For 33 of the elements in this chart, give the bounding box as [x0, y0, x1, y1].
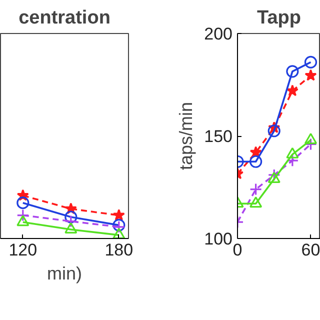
chart-title: centration: [18, 8, 110, 28]
point: [250, 155, 262, 168]
point: [304, 69, 317, 81]
point: [268, 172, 280, 184]
chart-title: Tapp: [257, 8, 301, 28]
x-tick-label: 180: [104, 240, 134, 260]
point: [304, 132, 318, 144]
point: [286, 84, 298, 96]
y-tick-label: 100: [204, 230, 233, 248]
point: [64, 210, 78, 224]
y-tick-label: 150: [204, 127, 233, 146]
x-tick-label: 60: [301, 240, 320, 260]
point: [286, 65, 299, 78]
point: [250, 196, 262, 208]
point: [64, 222, 78, 234]
point: [304, 56, 318, 68]
x-axis-title: min): [47, 264, 82, 284]
point: [16, 215, 30, 226]
point: [304, 138, 318, 150]
point: [64, 215, 78, 228]
y-axis-title: taps/min: [176, 102, 196, 170]
x-tick-label: 120: [8, 240, 38, 260]
point: [16, 208, 30, 222]
point: [268, 124, 280, 138]
point: [286, 147, 299, 158]
point: [112, 228, 126, 238]
y-tick-label: 200: [204, 24, 233, 44]
point: [250, 183, 262, 196]
x-tick-label: 0: [232, 240, 242, 260]
point: [16, 196, 30, 210]
point: [286, 154, 299, 167]
point: [112, 208, 125, 221]
point: [268, 168, 280, 182]
